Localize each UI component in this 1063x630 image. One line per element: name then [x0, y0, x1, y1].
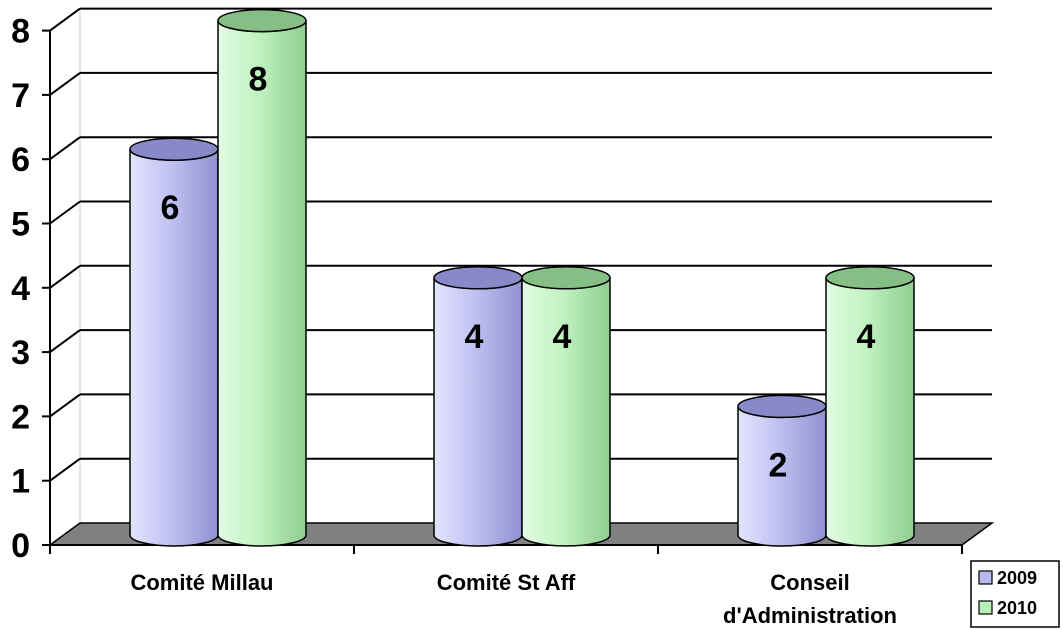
y-tick-label: 5 — [11, 206, 30, 244]
y-tick-label: 1 — [11, 463, 30, 501]
data-label: 8 — [249, 61, 268, 99]
gridline-depth — [49, 200, 81, 225]
y-tick-label: 8 — [11, 13, 30, 51]
chart-axes: 0 1 2 3 4 5 6 7 8 Comité Millau Comité St Aff Conse… — [11, 13, 963, 628]
x-tick-label: Comité Millau — [130, 570, 273, 595]
bar-top-2010-2 — [825, 266, 915, 290]
gridline-depth — [49, 72, 81, 96]
bar-2010-0 — [217, 20, 307, 547]
gridline-depth — [49, 264, 81, 289]
legend-label: 2010 — [997, 598, 1037, 618]
data-label: 4 — [465, 318, 484, 356]
bar-top-2010-1 — [521, 266, 611, 290]
data-label: 4 — [553, 318, 572, 356]
legend-swatch — [978, 600, 993, 615]
gridline-depth — [49, 7, 81, 32]
y-tick-label: 7 — [11, 77, 30, 115]
y-tick-label: 3 — [11, 334, 30, 372]
y-tick-label: 2 — [11, 398, 30, 436]
y-tick-label: 6 — [11, 141, 30, 179]
x-tick-label: Conseil d'Administration — [723, 570, 897, 628]
y-tick-label: 0 — [11, 527, 30, 565]
chart-bars — [129, 8, 915, 547]
data-label: 2 — [769, 446, 788, 484]
legend-swatch — [978, 570, 993, 585]
data-label: 6 — [161, 189, 180, 227]
legend-label: 2009 — [997, 568, 1037, 588]
gridline-depth — [49, 329, 81, 353]
gridline-depth — [49, 136, 81, 161]
bar-top-2009-1 — [433, 266, 523, 290]
bar-top-2009-0 — [129, 137, 219, 161]
y-tick-label: 4 — [11, 270, 30, 308]
chart-legend: 2009 2010 — [970, 560, 1060, 628]
chart-data-labels: 6 8 4 4 2 4 — [161, 61, 876, 485]
bar-top-2009-2 — [737, 394, 827, 419]
bar-top-2010-0 — [217, 8, 307, 33]
gridline-depth — [49, 393, 81, 418]
x-tick-label: Comité St Aff — [437, 570, 576, 595]
gridline-depth — [49, 457, 81, 482]
data-label: 4 — [857, 318, 876, 356]
